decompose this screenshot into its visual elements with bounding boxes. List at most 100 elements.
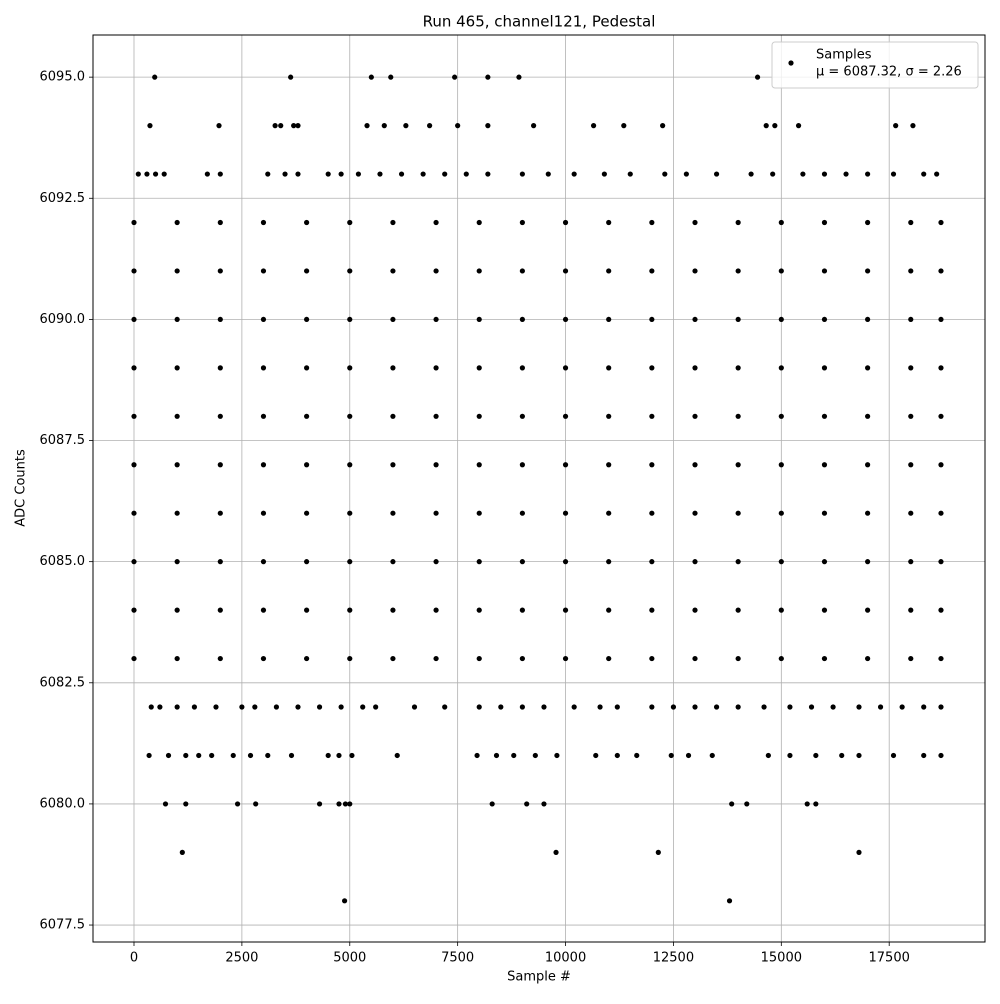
- data-point: [865, 365, 871, 371]
- data-point: [821, 316, 828, 323]
- data-point: [347, 559, 353, 565]
- data-point: [394, 752, 400, 759]
- data-point: [325, 752, 331, 759]
- data-point: [890, 752, 897, 759]
- data-point: [217, 365, 223, 371]
- data-point: [934, 171, 940, 177]
- data-point: [821, 462, 828, 468]
- x-tick-label: 10000: [545, 951, 586, 966]
- data-point: [735, 655, 741, 662]
- data-point: [865, 268, 871, 274]
- data-point: [304, 219, 310, 226]
- data-point: [131, 510, 137, 516]
- data-point: [519, 365, 525, 371]
- data-point: [265, 171, 271, 177]
- data-point: [474, 752, 480, 759]
- data-point: [174, 219, 180, 226]
- data-point: [342, 801, 349, 807]
- data-point: [519, 559, 525, 565]
- data-point: [511, 752, 517, 759]
- data-point: [778, 607, 784, 613]
- data-point: [433, 655, 439, 662]
- data-point: [174, 316, 180, 323]
- data-point: [744, 801, 750, 807]
- data-point: [347, 268, 353, 274]
- data-point: [278, 123, 284, 129]
- data-point: [735, 462, 741, 468]
- data-point: [174, 413, 180, 419]
- data-point: [649, 607, 655, 613]
- data-point: [157, 704, 163, 710]
- data-point: [668, 752, 674, 759]
- data-point: [649, 365, 655, 371]
- data-point: [273, 704, 280, 710]
- data-point: [476, 365, 482, 371]
- data-point: [260, 316, 267, 323]
- data-point: [562, 365, 569, 371]
- data-point: [347, 316, 353, 323]
- data-point: [621, 123, 627, 129]
- data-point: [808, 704, 815, 710]
- data-point: [545, 171, 551, 177]
- data-point: [821, 510, 828, 516]
- data-point: [260, 268, 267, 274]
- data-point: [541, 801, 547, 807]
- data-point: [735, 316, 741, 323]
- data-point: [341, 898, 348, 904]
- data-point: [649, 316, 655, 323]
- data-point: [265, 752, 271, 759]
- data-point: [433, 510, 439, 516]
- y-tick-label: 6085.0: [40, 554, 86, 569]
- data-point: [606, 268, 612, 274]
- data-point: [865, 607, 871, 613]
- data-point: [295, 171, 301, 177]
- data-point: [562, 607, 569, 613]
- data-point: [614, 704, 620, 710]
- data-point: [347, 413, 353, 419]
- data-point: [735, 413, 741, 419]
- data-point: [921, 171, 927, 177]
- data-point: [336, 752, 342, 759]
- data-point: [562, 559, 569, 565]
- data-point: [347, 365, 353, 371]
- data-point: [493, 752, 500, 759]
- data-point: [813, 801, 819, 807]
- data-point: [420, 171, 426, 177]
- data-point: [291, 123, 297, 129]
- data-point: [131, 316, 137, 323]
- data-point: [304, 559, 310, 565]
- data-point: [865, 413, 871, 419]
- data-point: [260, 365, 267, 371]
- data-point: [735, 219, 741, 226]
- data-point: [131, 219, 137, 226]
- data-point: [230, 752, 236, 759]
- y-tick-label: 6092.5: [40, 191, 86, 206]
- data-point: [519, 413, 525, 419]
- data-point: [489, 801, 495, 807]
- data-point: [692, 413, 698, 419]
- data-point: [865, 655, 871, 662]
- data-point: [174, 462, 180, 468]
- data-point: [519, 704, 525, 710]
- data-point: [304, 655, 310, 662]
- data-point: [260, 607, 267, 613]
- data-point: [938, 607, 944, 613]
- data-point: [347, 801, 353, 807]
- data-point: [260, 559, 267, 565]
- data-point: [778, 510, 784, 516]
- data-point: [131, 413, 137, 419]
- data-point: [519, 316, 525, 323]
- data-point: [726, 898, 733, 904]
- data-point: [821, 171, 828, 177]
- data-point: [908, 413, 914, 419]
- data-point: [390, 268, 396, 274]
- legend-box: [771, 41, 979, 89]
- data-point: [865, 171, 871, 177]
- x-tick-label: 7500: [441, 951, 474, 966]
- data-point: [821, 655, 828, 662]
- data-point: [260, 219, 267, 226]
- data-point: [260, 510, 267, 516]
- data-point: [433, 559, 439, 565]
- data-point: [131, 462, 137, 468]
- x-tick-label: 12500: [653, 951, 694, 966]
